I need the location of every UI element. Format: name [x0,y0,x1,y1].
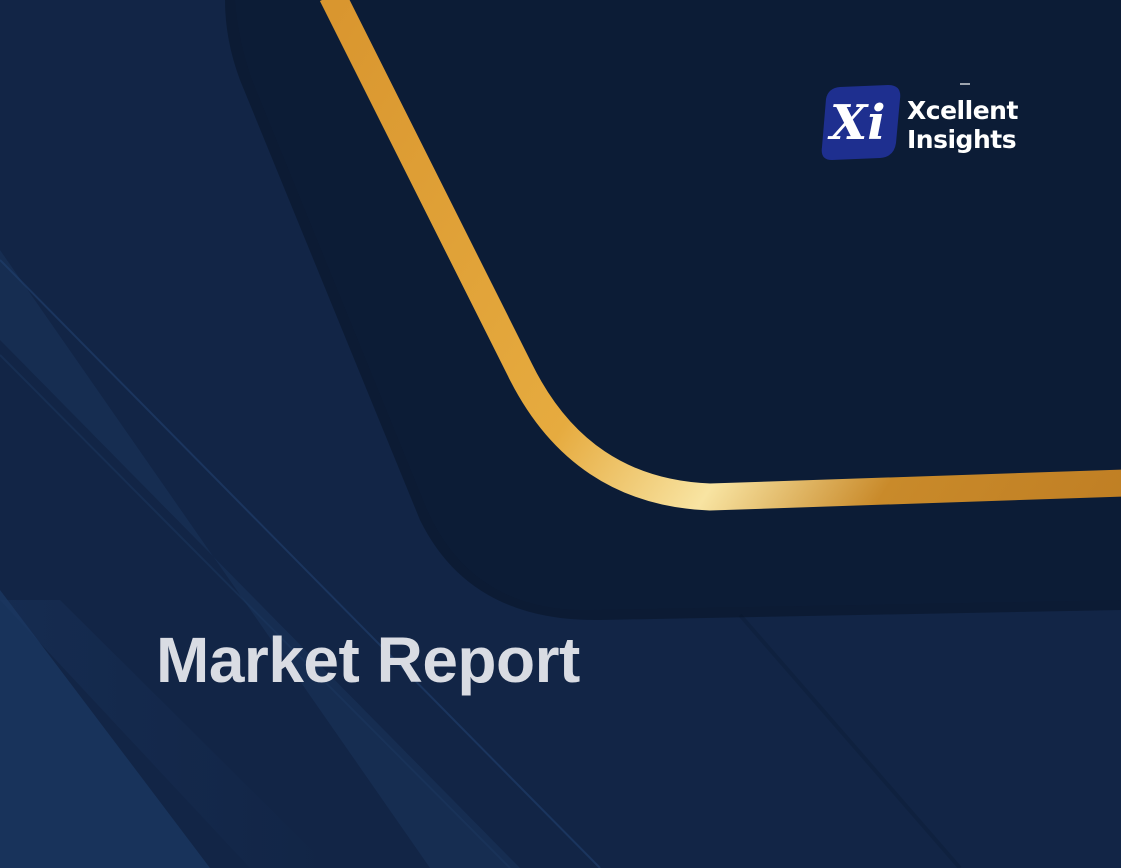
diagonal-band [0,590,210,868]
diagonal-line [0,354,511,868]
logo-name-line1: Xcellent [907,96,1018,125]
diagonal-line [738,613,962,868]
report-title: Market Report [156,624,580,696]
logo-wordmark: Xcellent Insights [907,96,1018,154]
xcellent-insights-logo: Xi Xcellent Insights [818,83,1028,163]
logo-tick [960,83,970,85]
diagonal-band [0,600,330,868]
dark-panel [235,0,1121,611]
diagonal-line [0,259,601,868]
logo-badge-icon: Xi [821,85,901,160]
gold-accent-curve [319,0,1121,511]
logo-name-line2: Insights [907,125,1017,154]
logo-mark-text: Xi [827,95,885,151]
